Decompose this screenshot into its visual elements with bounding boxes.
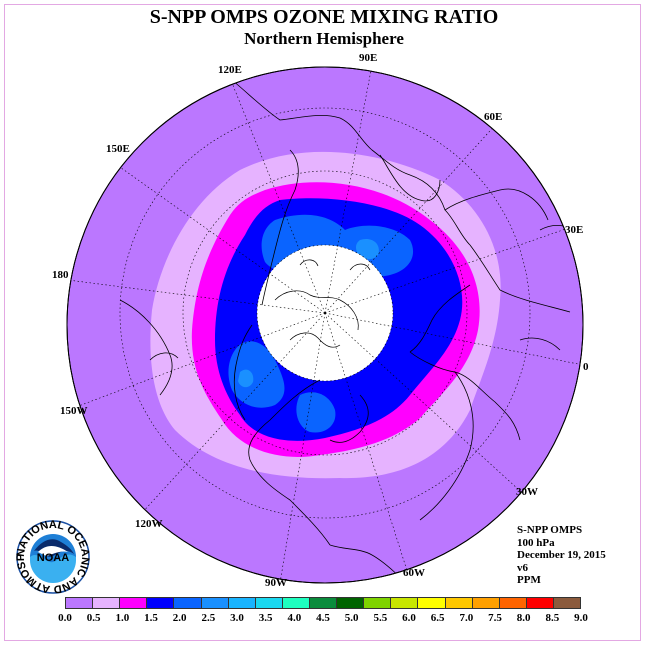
colorbar-tick-label: 7.5 [488,612,502,624]
coastlines [119,79,581,583]
colorbar-swatch [364,598,392,608]
label-60w: 60W [403,567,425,579]
figure-frame [4,4,641,641]
label-90w: 90W [265,577,287,589]
label-120e: 120E [218,64,242,76]
colorbar-tick-label: 2.0 [172,612,187,624]
map-title: S-NPP OMPS OZONE MIXING RATIO [149,6,499,28]
colorbar-tick-label: 3.0 [230,612,244,624]
colorbar-swatch [309,598,338,608]
label-180: 180 [52,269,69,281]
colorbar-swatch [93,598,121,608]
label-120w: 120W [135,518,163,530]
label-150w: 150W [60,405,88,417]
ozone-band-2.5-b [238,369,254,388]
colorbar-swatch [472,598,500,608]
lat-lon-grid [67,67,583,583]
ozone-band-2.0-southeast [296,392,336,433]
colorbar-swatch [147,598,175,608]
ozone-band-2.0-south [228,341,285,408]
colorbar-swatch [391,598,419,608]
colorbar-tick-label: 1.0 [115,612,130,624]
colorbar-swatch [255,598,283,608]
colorbar-tick-label: 4.5 [316,612,330,624]
colorbar-swatch [445,598,473,608]
colorbar-tick-label: 2.5 [201,612,216,624]
polar-coastlines [274,259,371,348]
colorbar-swatch [228,598,256,608]
colorbar [65,597,581,609]
colorbar-swatch [174,598,202,608]
info-block: S-NPP OMPS 100 hPa December 19, 2015 v6 … [517,524,606,587]
info-version: v6 [517,561,528,574]
label-60e: 60E [484,111,502,123]
info-level: 100 hPa [517,536,555,549]
colorbar-tick-label: 4.0 [287,612,302,624]
label-150e: 150E [106,143,130,155]
info-date: December 19, 2015 [517,549,606,561]
colorbar-swatch [282,598,310,608]
colorbar-tick-label: 1.5 [144,612,158,624]
colorbar-swatch [201,598,229,608]
colorbar-tick-label: 8.0 [516,612,531,624]
colorbar-tick-label: 6.0 [402,612,416,624]
colorbar-swatch [120,598,148,608]
noaa-logo: NATIONAL OCEANIC AND ATMOSPHERIC ADMINIS… [16,520,90,594]
colorbar-tick-label: 3.5 [258,612,273,624]
colorbar-swatch [66,598,94,608]
ozone-band-2.5 [356,238,379,260]
colorbar-swatch [418,598,446,608]
label-0: 0 [583,361,589,373]
colorbar-tick-label: 6.5 [430,612,445,624]
label-30e: 30E [565,224,583,236]
colorbar-tick-label: 5.0 [344,612,359,624]
info-units: PPM [517,574,541,586]
label-90e: 90E [359,52,377,64]
noaa-logo-text: NOAA [37,552,69,564]
label-30w: 30W [516,486,538,498]
colorbar-tick-label: 0.0 [58,612,72,624]
colorbar-tick-label: 7.0 [459,612,474,624]
map-border [66,66,584,584]
colorbar-tick-label: 8.5 [545,612,560,624]
colorbar-tick-label: 9.0 [574,612,588,624]
colorbar-tick-label: 5.5 [373,612,388,624]
map-subtitle: Northern Hemisphere [244,29,404,48]
colorbar-swatch [499,598,527,608]
colorbar-tick-label: 0.5 [86,612,101,624]
colorbar-swatch [526,598,554,608]
colorbar-swatch [337,598,365,608]
colorbar-swatch [553,598,581,608]
colorbar-ticks: 0.0 0.5 1.0 1.5 2.0 2.5 3.0 3.5 4.0 4.5 5.0 5.5 6.0 6… [58,612,588,626]
info-instrument: S-NPP OMPS [517,524,583,536]
